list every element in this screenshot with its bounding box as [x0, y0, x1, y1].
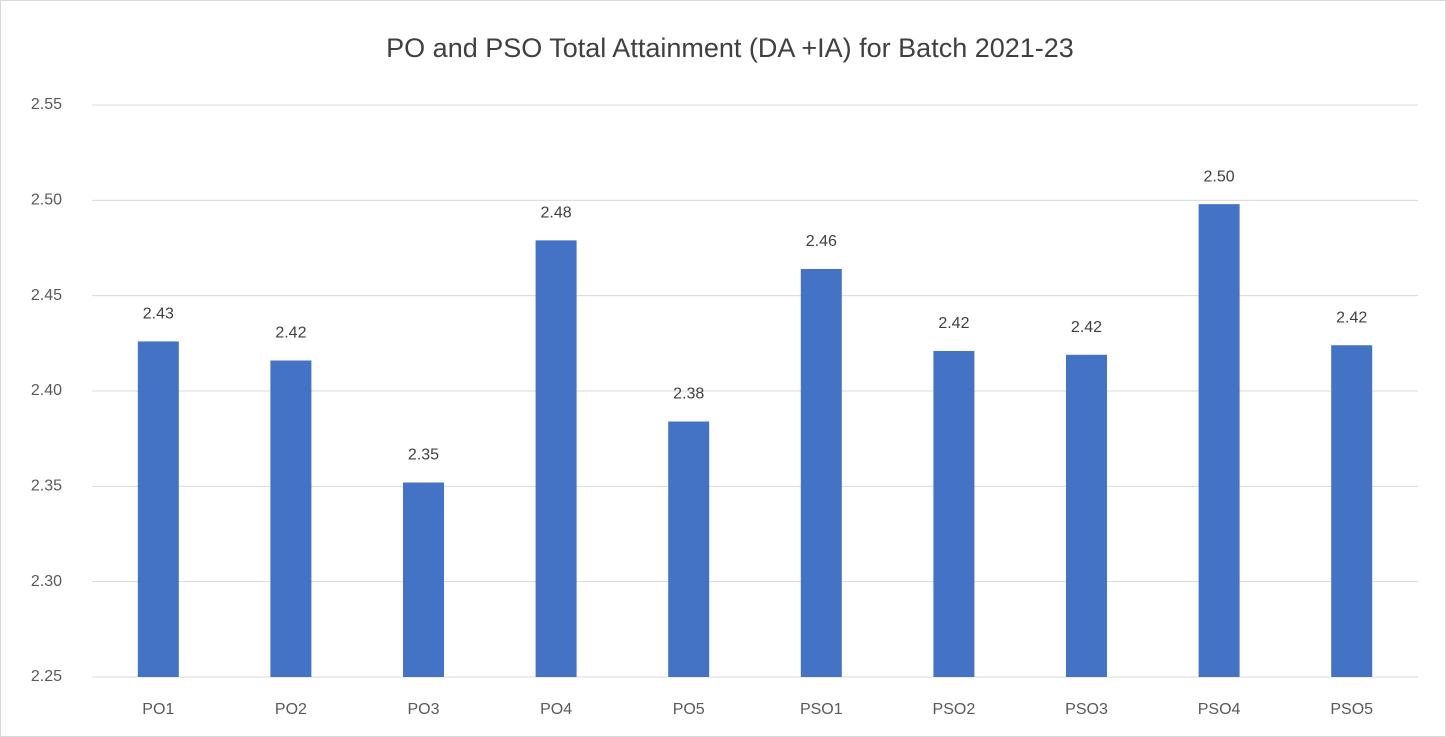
data-label: 2.42: [1071, 319, 1102, 336]
x-tick-label: PSO3: [1065, 701, 1108, 718]
y-tick-label: 2.40: [31, 382, 62, 399]
data-label: 2.42: [275, 325, 306, 342]
data-label: 2.35: [408, 447, 439, 464]
y-tick-label: 2.55: [31, 96, 62, 113]
data-label: 2.42: [938, 315, 969, 332]
bar: [1066, 354, 1107, 677]
bar: [1331, 345, 1373, 677]
bar: [535, 240, 577, 677]
x-tick-label: PO5: [673, 701, 705, 718]
bar: [1198, 204, 1240, 677]
x-tick-label: PO4: [540, 701, 572, 718]
data-label: 2.42: [1336, 309, 1367, 326]
data-label: 2.43: [143, 306, 174, 323]
data-label: 2.38: [673, 386, 704, 403]
x-tick-label: PSO4: [1198, 701, 1241, 718]
y-tick-label: 2.50: [31, 192, 62, 209]
bar: [137, 341, 179, 677]
x-tick-label: PSO2: [933, 701, 976, 718]
x-tick-label: PO2: [275, 701, 307, 718]
y-tick-label: 2.30: [31, 573, 62, 590]
bar: [668, 421, 710, 677]
data-label: 2.46: [806, 233, 837, 250]
x-tick-label: PO3: [407, 701, 439, 718]
data-label: 2.50: [1204, 168, 1235, 185]
y-tick-label: 2.45: [31, 287, 62, 304]
x-tick-label: PSO5: [1330, 701, 1373, 718]
bar: [270, 360, 312, 677]
y-tick-label: 2.25: [31, 668, 62, 685]
bar: [800, 268, 842, 677]
x-tick-label: PSO1: [800, 701, 843, 718]
bar: [933, 350, 975, 677]
chart-title: PO and PSO Total Attainment (DA +IA) for…: [386, 33, 1074, 63]
bar: [403, 482, 444, 677]
y-tick-label: 2.35: [31, 478, 62, 495]
data-label: 2.48: [541, 205, 572, 222]
x-tick-label: PO1: [142, 701, 174, 718]
